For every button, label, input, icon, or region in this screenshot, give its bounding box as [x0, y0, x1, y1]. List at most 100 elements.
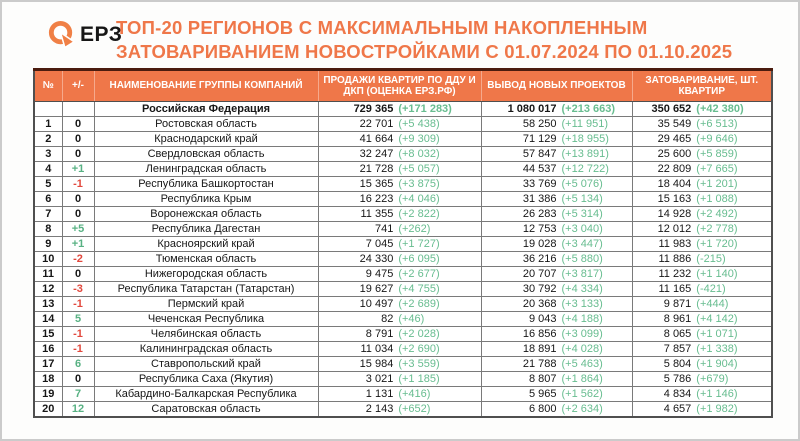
table-row: 7 0 Воронежская область 11 355 (+2 822) 2…	[33, 206, 773, 222]
region-name-cell: Республика Саха (Якутия)	[93, 371, 319, 387]
overstock-delta: (+1 720)	[696, 237, 738, 250]
sales-delta: (+6 095)	[398, 252, 440, 265]
region-name-cell: Саратовская область	[93, 401, 319, 418]
overstock-value: 18 404	[657, 177, 692, 190]
launches-delta: (+3 040)	[561, 222, 603, 235]
rank-cell: 18	[33, 371, 63, 387]
brand-logo-text: ЕРЗ	[80, 22, 123, 46]
sales-cell: 3 021 (+1 185)	[317, 371, 482, 387]
sales-value: 32 247	[359, 147, 394, 160]
sales-delta: (+9 309)	[398, 132, 440, 145]
change-cell: 0	[61, 146, 95, 162]
summary-sales-value: 729 365	[353, 102, 394, 115]
rank-cell: 2	[33, 131, 63, 147]
summary-sales-delta: (+171 283)	[398, 102, 452, 115]
overstock-delta: (-215)	[696, 252, 726, 265]
erz-logo-icon	[46, 19, 77, 50]
launches-value: 44 537	[522, 162, 557, 175]
launches-delta: (+4 334)	[561, 282, 603, 295]
col-header-sales: ПРОДАЖИ КВАРТИР ПО ДДУ И ДКП (ОЦЕНКА ЕРЗ…	[317, 68, 482, 102]
table-row: 12 -3 Республика Татарстан (Татарстан) 1…	[33, 281, 773, 297]
launches-delta: (+12 722)	[561, 162, 609, 175]
sales-cell: 9 475 (+2 677)	[317, 266, 482, 282]
table-row: 15 -1 Челябинская область 8 791 (+2 028) …	[33, 326, 773, 342]
launches-cell: 58 250 (+11 951)	[480, 116, 633, 132]
launches-cell: 5 965 (+1 562)	[480, 386, 633, 402]
launches-delta: (+5 880)	[561, 252, 603, 265]
rank-cell: 12	[33, 281, 63, 297]
page-title-line2: ЗАТОВАРИВАНИЕМ НОВОСТРОЙКАМИ С 01.07.202…	[116, 40, 733, 62]
sales-cell: 2 143 (+652)	[317, 401, 482, 418]
overstock-value: 25 600	[657, 147, 692, 160]
sales-cell: 22 701 (+5 438)	[317, 116, 482, 132]
col-header-name: НАИМЕНОВАНИЕ ГРУППЫ КОМПАНИЙ	[93, 68, 319, 102]
launches-cell: 20 707 (+3 817)	[480, 266, 633, 282]
launches-cell: 57 847 (+13 891)	[480, 146, 633, 162]
sales-delta: (+2 677)	[398, 267, 440, 280]
region-name-cell: Республика Башкортостан	[93, 176, 319, 192]
sales-value: 8 791	[365, 327, 394, 340]
rank-cell: 7	[33, 206, 63, 222]
sales-value: 11 034	[360, 342, 394, 355]
sales-cell: 1 131 (+416)	[317, 386, 482, 402]
sales-value: 741	[374, 222, 394, 235]
rank-cell: 14	[33, 311, 63, 327]
sales-value: 7 045	[365, 237, 394, 250]
launches-delta: (+4 028)	[561, 342, 603, 355]
sales-cell: 11 034 (+2 690)	[317, 341, 482, 357]
change-cell: -3	[61, 281, 95, 297]
rank-cell: 5	[33, 176, 63, 192]
overstock-value: 9 871	[663, 297, 692, 310]
col-header-change: +/-	[61, 68, 95, 102]
overstock-cell: 9 871 (+444)	[631, 296, 773, 312]
summary-row: Российская Федерация 729 365 (+171 283) 1…	[33, 101, 773, 117]
summary-overstock-cell: 350 652 (+42 380)	[631, 101, 773, 117]
overstock-value: 35 549	[657, 117, 692, 130]
sales-delta: (+2 690)	[398, 342, 440, 355]
overstock-value: 29 465	[657, 132, 692, 145]
sales-delta: (+5 438)	[398, 117, 440, 130]
sales-delta: (+1 185)	[398, 372, 440, 385]
sales-delta: (+3 875)	[398, 177, 440, 190]
table-row: 1 0 Ростовская область 22 701 (+5 438) 58…	[33, 116, 773, 132]
overstock-value: 11 165	[658, 282, 692, 295]
launches-delta: (+5 134)	[561, 192, 603, 205]
launches-cell: 31 386 (+5 134)	[480, 191, 633, 207]
launches-value: 19 028	[522, 237, 557, 250]
overstock-delta: (+1 982)	[696, 402, 738, 415]
sales-value: 11 355	[360, 207, 394, 220]
summary-name-cell: Российская Федерация	[93, 101, 319, 117]
launches-value: 8 807	[528, 372, 557, 385]
overstock-delta: (+444)	[696, 297, 729, 310]
overstock-delta: (-421)	[696, 282, 726, 295]
launches-cell: 36 216 (+5 880)	[480, 251, 633, 267]
region-name-cell: Нижегородская область	[93, 266, 319, 282]
sales-cell: 19 627 (+4 755)	[317, 281, 482, 297]
table-row: 2 0 Краснодарский край 41 664 (+9 309) 71…	[33, 131, 773, 147]
launches-delta: (+3 817)	[561, 267, 603, 280]
launches-value: 36 216	[522, 252, 557, 265]
launches-value: 12 753	[522, 222, 557, 235]
summary-rank-cell	[33, 101, 63, 117]
summary-launches-delta: (+213 663)	[561, 102, 616, 115]
overstock-cell: 18 404 (+1 201)	[631, 176, 773, 192]
overstock-value: 5 804	[663, 357, 692, 370]
sales-value: 41 664	[359, 132, 394, 145]
page-title: ТОП-20 РЕГИОНОВ С МАКСИМАЛЬНЫМ НАКОПЛЕНН…	[116, 16, 756, 63]
sales-delta: (+2 028)	[398, 327, 440, 340]
change-cell: 6	[61, 356, 95, 372]
sales-cell: 7 045 (+1 727)	[317, 236, 482, 252]
change-cell: -2	[61, 251, 95, 267]
change-cell: 0	[61, 191, 95, 207]
region-name-cell: Кабардино-Балкарская Республика	[93, 386, 319, 402]
change-cell: -1	[61, 341, 95, 357]
launches-cell: 18 891 (+4 028)	[480, 341, 633, 357]
sales-value: 2 143	[365, 402, 394, 415]
change-cell: 5	[61, 311, 95, 327]
sales-value: 19 627	[359, 282, 394, 295]
launches-value: 57 847	[522, 147, 557, 160]
region-name-cell: Воронежская область	[93, 206, 319, 222]
overstock-value: 12 012	[657, 222, 692, 235]
overstock-cell: 11 886 (-215)	[631, 251, 773, 267]
col-header-launches: ВЫВОД НОВЫХ ПРОЕКТОВ	[480, 68, 633, 102]
